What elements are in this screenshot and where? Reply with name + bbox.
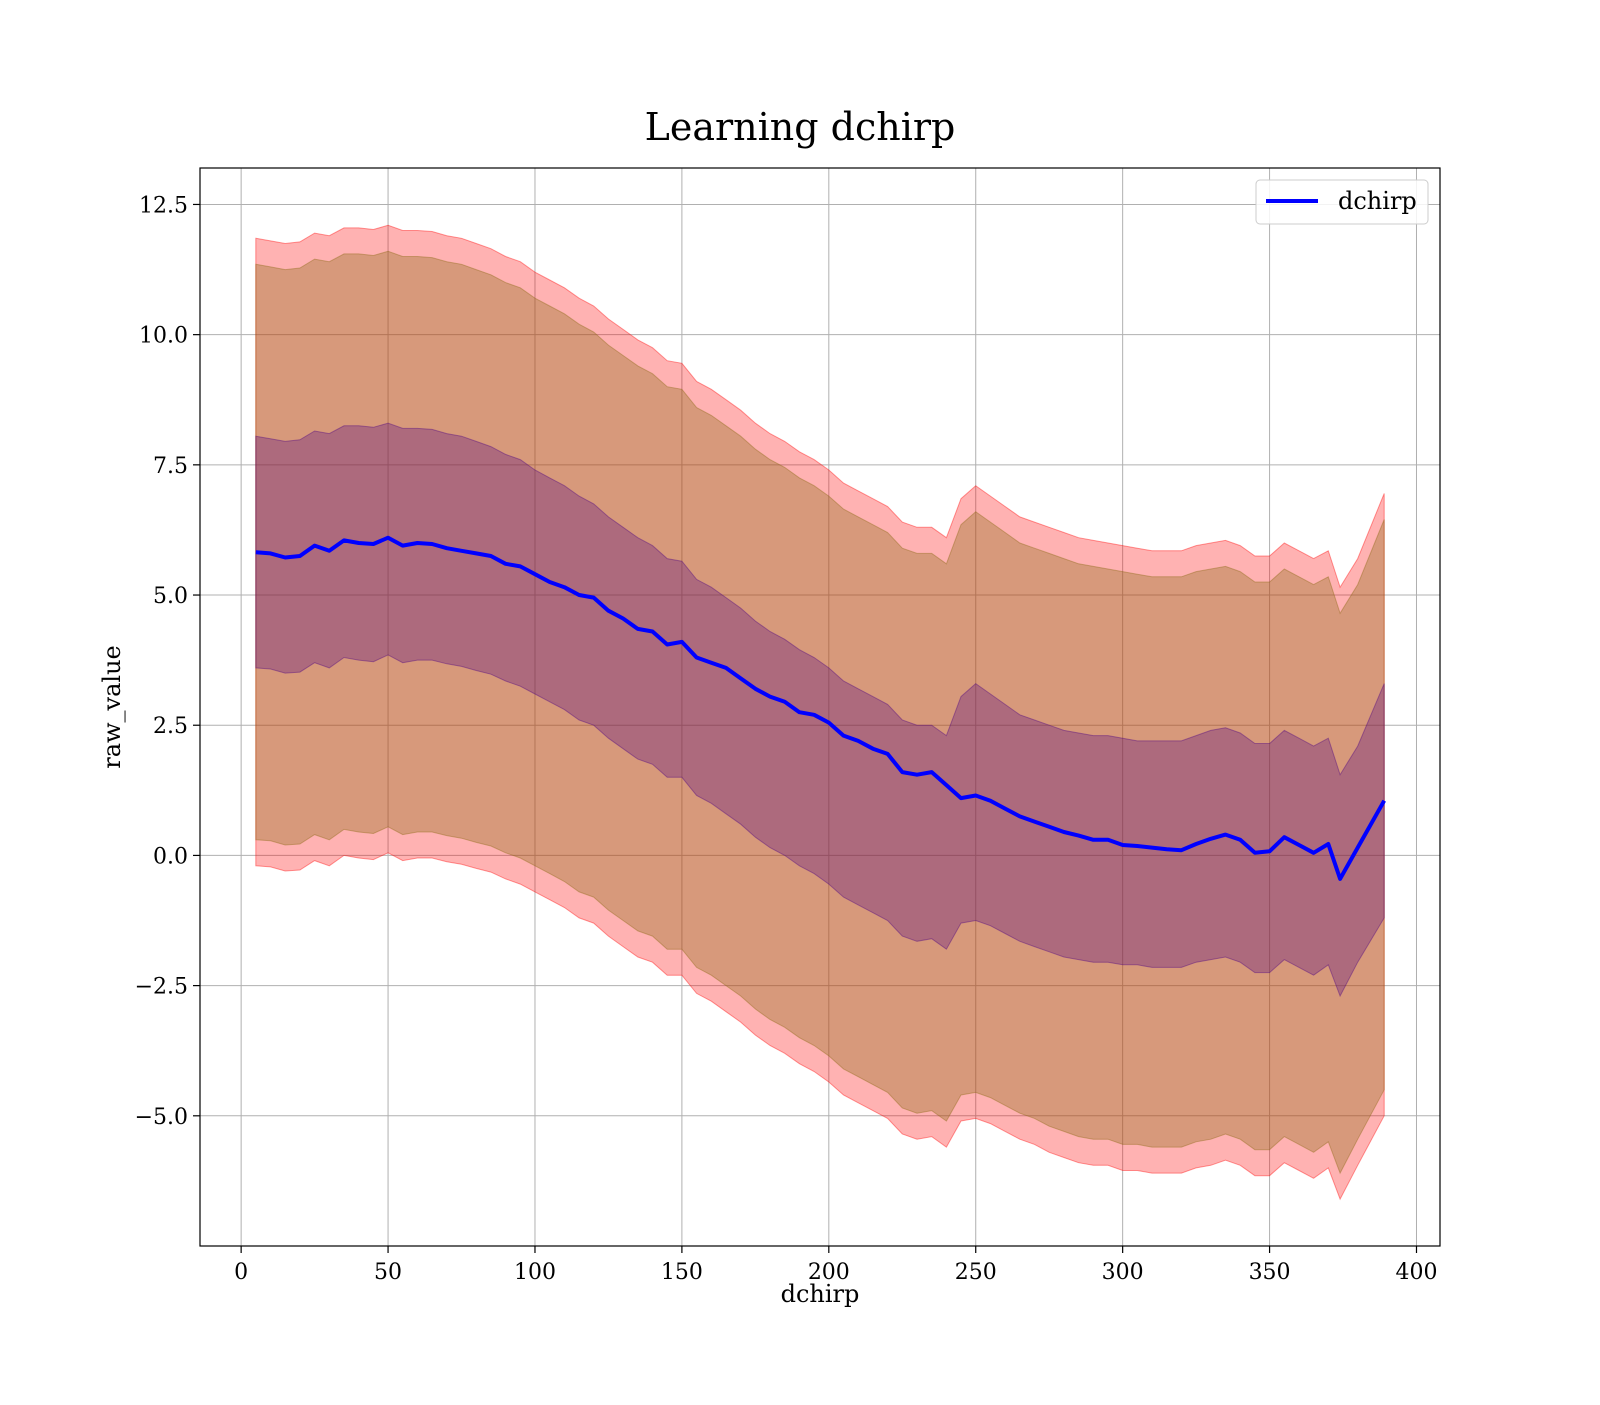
x-ticks: 0 50 100 150 200 250 300 350 400: [234, 1246, 1437, 1285]
confidence-bands: [255, 224, 1385, 1201]
x-tick-label: 350: [1249, 1260, 1291, 1285]
plot-frame: [199, 167, 1441, 1247]
y-axis-label: raw_value: [98, 645, 126, 769]
x-tick-label: 0: [234, 1260, 248, 1285]
x-tick-label: 200: [808, 1260, 850, 1285]
y-tick-label: 12.5: [139, 193, 188, 218]
legend: dchirp: [1255, 179, 1429, 225]
legend-label: dchirp: [1338, 187, 1417, 215]
series-line-dchirp: [255, 535, 1386, 881]
y-tick-label: 7.5: [153, 454, 188, 479]
y-tick-label: −2.5: [135, 975, 188, 1000]
y-tick-label: 10.0: [139, 324, 188, 349]
x-tick-label: 250: [955, 1260, 997, 1285]
legend-box: [1255, 179, 1429, 225]
x-tick-label: 400: [1395, 1260, 1437, 1285]
series-lines: [255, 535, 1386, 881]
x-tick-label: 300: [1102, 1260, 1144, 1285]
y-tick-label: 2.5: [153, 714, 188, 739]
band-middle: [255, 250, 1385, 1175]
chart-title: Learning dchirp: [645, 105, 956, 149]
x-axis-label: dchirp: [781, 1280, 860, 1308]
y-tick-label: −5.0: [135, 1105, 188, 1130]
x-tick-label: 150: [661, 1260, 703, 1285]
grid: [200, 168, 1440, 1246]
y-tick-label: 5.0: [153, 584, 188, 609]
y-ticks: −5.0 −2.5 0.0 2.5 5.0 7.5 10.0 12.5: [135, 193, 200, 1130]
x-tick-label: 50: [374, 1260, 402, 1285]
y-tick-label: 0.0: [153, 844, 188, 869]
band-inner: [255, 422, 1385, 998]
x-tick-label: 100: [514, 1260, 556, 1285]
band-outer: [255, 224, 1385, 1201]
